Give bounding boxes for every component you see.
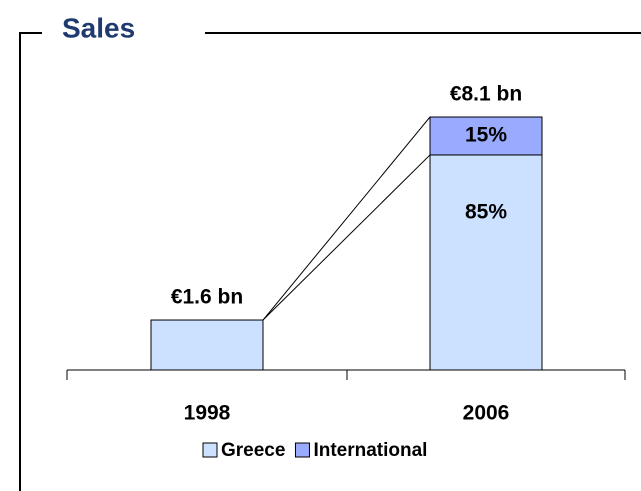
segment-label: 85%: [465, 200, 507, 223]
bar-segment: [429, 116, 543, 156]
legend-label: International: [313, 440, 427, 461]
x-tick-label: 1998: [184, 402, 231, 425]
legend-swatch: [202, 442, 218, 458]
legend-label: Greece: [221, 440, 285, 461]
total-label: €1.6 bn: [171, 286, 243, 309]
bar-segment: [150, 319, 264, 371]
connector: [262, 116, 431, 321]
chart-title: Sales: [62, 12, 135, 43]
x-tick-label: 2006: [463, 402, 510, 425]
connector: [262, 154, 431, 321]
bar-segment: [429, 154, 543, 371]
legend-swatch: [294, 442, 310, 458]
segment-label: 15%: [465, 124, 507, 147]
total-label: €8.1 bn: [450, 83, 522, 106]
